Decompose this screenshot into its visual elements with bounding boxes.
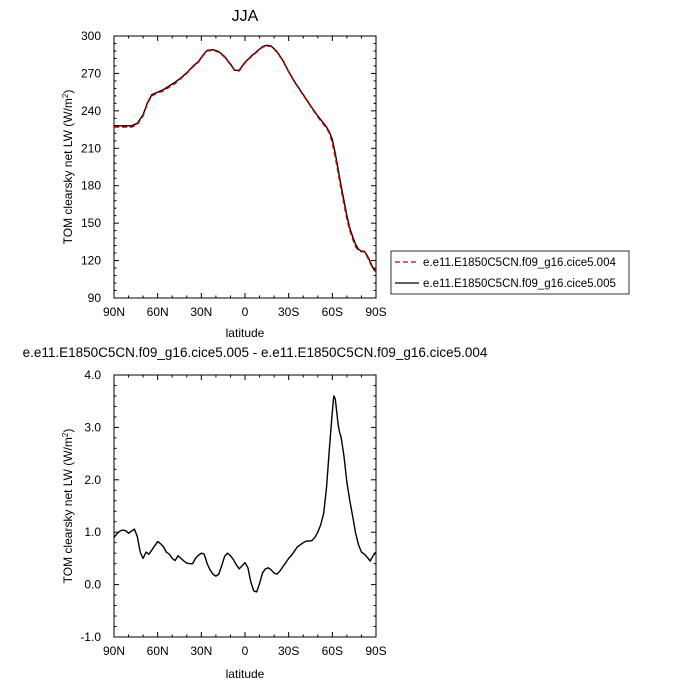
bottom-y-axis-label: TOM clearsky net LW (W/m2): [61, 429, 75, 584]
top-legend: e.e11.E1850C5CN.f09_g16.cice5.004 e.e11.…: [390, 250, 630, 295]
x-tick-label: 60N: [147, 644, 169, 658]
top-y-axis-label: TOM clearsky net LW (W/m2): [61, 90, 75, 245]
top-y-axis-label-superscript: 2: [61, 93, 70, 98]
bottom-series-lines: [113, 395, 377, 593]
bottom-y-tick-labels: -1.0 0.0 1.0 2.0 3.0 4.0: [80, 368, 101, 644]
bottom-x-tick-labels: 90N 60N 30N 0 30S 60S 90S: [103, 644, 387, 658]
y-tick-label: 90: [88, 291, 102, 305]
top-y-axis-label-main: TOM clearsky net LW (W/m: [61, 98, 75, 244]
x-tick-label: 90N: [103, 305, 125, 319]
bottom-y-axis-label-close: ): [61, 429, 75, 433]
x-tick-label: 90S: [365, 644, 386, 658]
bottom-chart-title: e.e11.E1850C5CN.f09_g16.cice5.005 - e.e1…: [23, 345, 488, 360]
top-series-line-0: [114, 45, 377, 273]
legend-label-005: e.e11.E1850C5CN.f09_g16.cice5.005: [423, 278, 616, 290]
top-chart-title: JJA: [232, 8, 259, 25]
y-tick-label: 2.0: [84, 473, 101, 487]
top-x-tick-labels: 90N 60N 30N 0 30S 60S 90S: [103, 305, 387, 319]
x-tick-label: 30S: [278, 305, 299, 319]
bottom-series-line-0: [113, 395, 377, 593]
y-tick-label: 180: [81, 179, 101, 193]
bottom-y-axis-label-superscript: 2: [61, 432, 70, 437]
x-tick-label: 30N: [190, 644, 212, 658]
y-tick-label: 210: [81, 141, 101, 155]
bottom-x-axis-label: latitude: [226, 667, 265, 681]
top-x-axis-label: latitude: [226, 326, 265, 340]
top-chart: JJA 90N 60N 30N 0 30S 60S 90S 90 120 150 180 210 24…: [61, 8, 630, 340]
y-tick-label: 300: [81, 29, 101, 43]
x-tick-label: 90N: [103, 644, 125, 658]
top-series-lines: [114, 44, 377, 273]
y-tick-label: 0.0: [84, 578, 101, 592]
x-tick-label: 0: [242, 644, 249, 658]
y-tick-label: 120: [81, 254, 101, 268]
y-tick-label: 150: [81, 216, 101, 230]
y-tick-label: 240: [81, 104, 101, 118]
bottom-y-axis-label-main: TOM clearsky net LW (W/m: [61, 437, 75, 583]
top-y-tick-labels: 90 120 150 180 210 240 270 300: [81, 29, 101, 305]
y-tick-label: 4.0: [84, 368, 101, 382]
x-tick-label: 60N: [147, 305, 169, 319]
top-y-axis-label-close: ): [61, 90, 75, 94]
y-tick-label: -1.0: [80, 630, 101, 644]
top-axis-ticks: [113, 35, 377, 299]
bottom-chart: e.e11.E1850C5CN.f09_g16.cice5.005 - e.e1…: [23, 345, 488, 681]
x-tick-label: 60S: [322, 305, 343, 319]
legend-label-004: e.e11.E1850C5CN.f09_g16.cice5.004: [423, 257, 616, 269]
y-tick-label: 270: [81, 66, 101, 80]
x-tick-label: 60S: [322, 644, 343, 658]
top-series-line-1: [114, 44, 377, 272]
x-tick-label: 90S: [365, 305, 386, 319]
y-tick-label: 1.0: [84, 525, 101, 539]
x-tick-label: 0: [242, 305, 249, 319]
x-tick-label: 30N: [190, 305, 212, 319]
y-tick-label: 3.0: [84, 420, 101, 434]
legend-box: [390, 250, 630, 295]
x-tick-label: 30S: [278, 644, 299, 658]
